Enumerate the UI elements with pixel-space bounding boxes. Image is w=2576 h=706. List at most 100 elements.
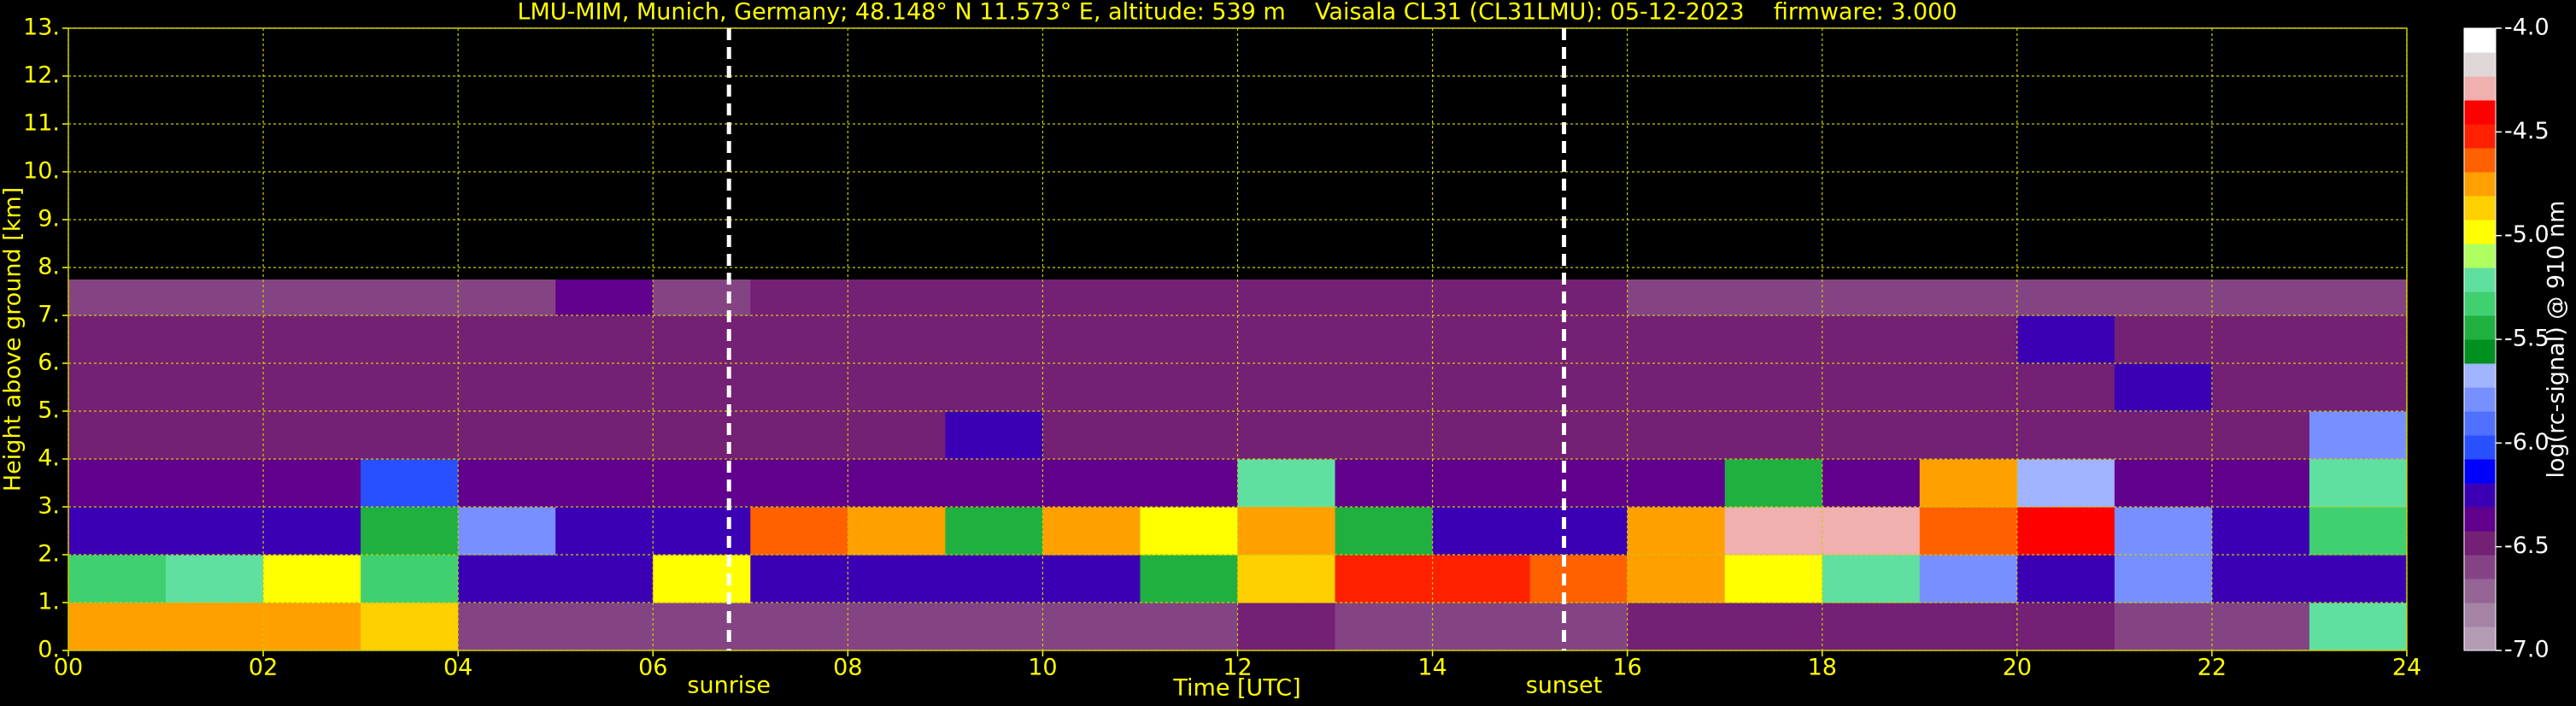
heat-cell — [263, 279, 361, 316]
heat-cell — [653, 603, 751, 651]
heat-cell — [1432, 507, 1531, 556]
colorbar-swatch — [2464, 531, 2496, 556]
heat-cell — [750, 315, 848, 364]
colorbar-swatch — [2464, 172, 2496, 197]
colorbar-swatch — [2464, 196, 2496, 221]
heat-cell — [1724, 555, 1823, 603]
heat-cell — [1335, 315, 1434, 364]
colorbar-swatch — [2464, 507, 2496, 532]
heat-cell — [848, 363, 946, 412]
heat-cell — [1919, 411, 2018, 460]
heat-cell — [68, 459, 167, 508]
heat-cell — [1335, 279, 1434, 316]
heat-cell — [1432, 459, 1531, 508]
heat-cell — [1237, 411, 1336, 460]
heat-cell — [750, 507, 848, 556]
heat-cell — [555, 555, 654, 603]
heat-cell — [2211, 603, 2310, 651]
heat-cell — [2309, 315, 2408, 364]
heat-cell — [1724, 315, 1823, 364]
colorbar-tick-label: -5.0 — [2504, 221, 2550, 248]
heat-cell — [1042, 603, 1141, 651]
heat-cell — [361, 555, 459, 603]
heat-cell — [263, 411, 361, 460]
heat-cell — [68, 363, 167, 412]
heat-cell — [1724, 279, 1823, 316]
colorbar-swatch — [2464, 555, 2496, 580]
colorbar-tick-label: -4.5 — [2504, 118, 2550, 144]
heat-cell — [555, 603, 654, 651]
heat-cell — [263, 459, 361, 508]
heat-cell — [2114, 459, 2213, 508]
heat-cell — [2114, 507, 2213, 556]
heat-cell — [1140, 363, 1238, 412]
heat-cell — [1432, 363, 1531, 412]
heat-cell — [945, 459, 1043, 508]
heat-cell — [68, 315, 167, 364]
heat-cell — [1529, 603, 1628, 651]
colorbar-swatch — [2464, 148, 2496, 173]
y-tick-label: 3. — [38, 493, 60, 520]
colorbar-swatch — [2464, 291, 2496, 316]
heat-cell — [1237, 555, 1336, 603]
y-tick-label: 6. — [38, 350, 60, 376]
x-tick-label: 00 — [54, 655, 83, 681]
heat-cell — [2114, 603, 2213, 651]
heat-cell — [1335, 459, 1434, 508]
heat-cell — [848, 603, 946, 651]
heat-cell — [458, 459, 556, 508]
x-tick-label: 24 — [2392, 655, 2421, 681]
x-tick-label: 08 — [833, 655, 862, 681]
heat-cell — [2016, 603, 2115, 651]
colorbar-swatch — [2464, 100, 2496, 125]
heat-cell — [361, 279, 459, 316]
x-tick-label: 10 — [1028, 655, 1057, 681]
heat-cell — [2309, 459, 2408, 508]
heat-cell — [945, 363, 1043, 412]
heat-cell — [555, 507, 654, 556]
heat-cell — [68, 279, 167, 316]
heat-cell — [750, 603, 848, 651]
heat-cell — [848, 507, 946, 556]
colorbar-label: log(rc-signal) @ 910 nm — [2544, 201, 2570, 479]
x-tick-label: 20 — [2003, 655, 2032, 681]
heat-cell — [1529, 555, 1628, 603]
heat-cell — [653, 507, 751, 556]
heat-cell — [1237, 603, 1336, 651]
colorbar-swatch — [2464, 220, 2496, 244]
heat-cell — [653, 363, 751, 412]
heat-cell — [1237, 507, 1336, 556]
heat-cell — [361, 507, 459, 556]
y-tick-label: 2. — [38, 541, 60, 568]
x-tick-label: 22 — [2198, 655, 2227, 681]
heat-cell — [1432, 279, 1531, 316]
heat-cell — [2114, 555, 2213, 603]
heat-cell — [750, 555, 848, 603]
heat-cell — [263, 507, 361, 556]
heat-cell — [1140, 603, 1238, 651]
x-tick-label: 12 — [1223, 655, 1252, 681]
heat-cell — [1140, 279, 1238, 316]
y-tick-label: 7. — [38, 302, 60, 328]
heat-cell — [945, 315, 1043, 364]
heat-cell — [1822, 507, 1921, 556]
heat-cell — [1822, 315, 1921, 364]
heat-cell — [458, 279, 556, 316]
heat-cell — [2016, 411, 2115, 460]
heat-cell — [361, 603, 459, 651]
heat-cell — [1724, 459, 1823, 508]
colorbar-swatch — [2464, 244, 2496, 268]
heat-cell — [1529, 411, 1628, 460]
colorbar-tick-label: -5.5 — [2504, 326, 2550, 352]
heat-cell — [1627, 315, 1726, 364]
heat-cell — [555, 459, 654, 508]
heat-cell — [1042, 507, 1141, 556]
heat-cell — [653, 555, 751, 603]
colorbar-swatch — [2464, 52, 2496, 77]
heat-cell — [263, 315, 361, 364]
heat-cell — [458, 363, 556, 412]
heat-cell — [1140, 411, 1238, 460]
heat-cell — [945, 507, 1043, 556]
colorbar-swatch — [2464, 387, 2496, 412]
